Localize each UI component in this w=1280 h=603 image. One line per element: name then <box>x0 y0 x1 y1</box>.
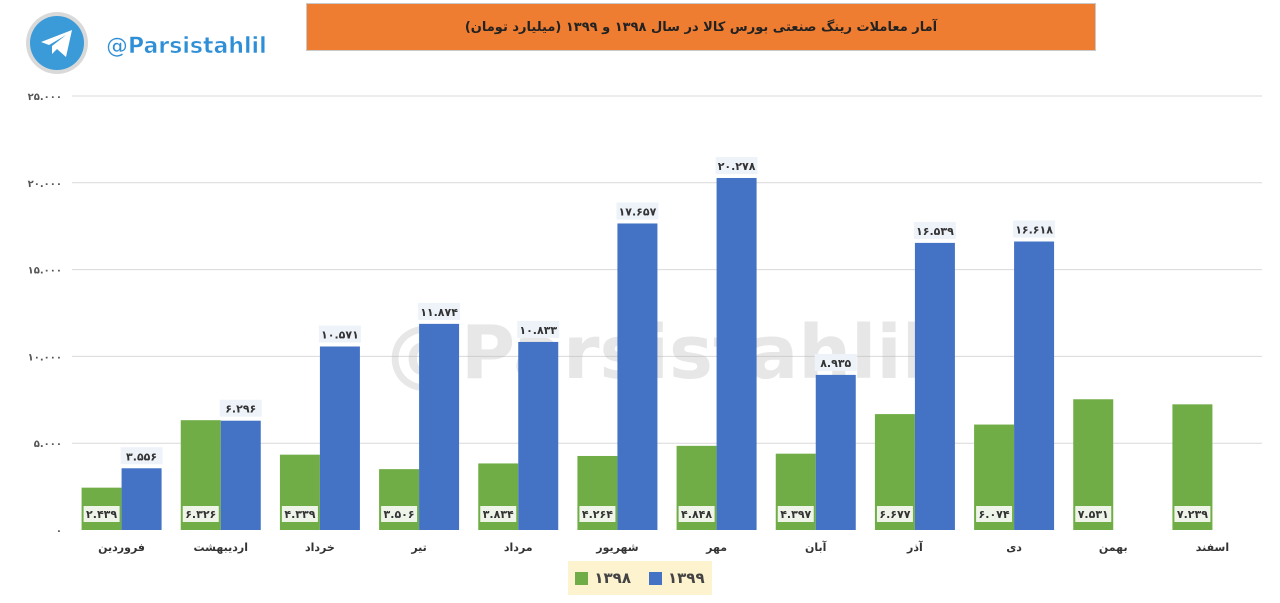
data-label-box <box>715 156 758 174</box>
x-category-label: مهر <box>705 541 727 554</box>
y-tick-label: ۱۰.۰۰۰ <box>28 352 62 363</box>
data-label: ۱۶.۶۱۸ <box>1015 224 1053 237</box>
data-label-box <box>1075 506 1112 522</box>
data-labels: ۲.۴۳۹ ۳.۵۵۶ ۶.۳۲۶ ۶.۲۹۶ ۴.۳۳۹ ۱۰.۵۷۱ ۳.۵۰۶ ۱۱.۸… <box>83 156 1211 522</box>
data-label-box <box>120 447 163 465</box>
data-label: ۱۰.۵۷۱ <box>321 328 359 341</box>
legend-item-1398: ۱۳۹۸ <box>575 569 631 587</box>
data-label: ۶.۳۲۶ <box>185 508 216 521</box>
data-label: ۴.۳۳۹ <box>284 508 315 521</box>
x-category-label: آبان <box>805 540 827 554</box>
data-label: ۴.۳۹۷ <box>780 508 811 521</box>
x-category-label: تیر <box>410 541 426 554</box>
data-label-box <box>381 506 418 522</box>
legend-swatch-1399 <box>649 571 662 585</box>
data-label-box <box>517 320 560 338</box>
data-label: ۳.۵۵۶ <box>126 450 157 463</box>
grid-lines <box>72 95 1262 444</box>
bar-1399 <box>319 346 360 530</box>
x-category-label: آذر <box>906 540 923 554</box>
data-label-box <box>814 353 857 371</box>
legend-label-1399: ۱۳۹۹ <box>668 569 705 587</box>
y-tick-label: ۱۵.۰۰۰ <box>28 266 62 277</box>
data-label: ۴.۲۶۴ <box>582 508 613 521</box>
data-label-box <box>913 221 956 239</box>
x-category-label: اسفند <box>1196 541 1229 554</box>
data-label-box <box>418 302 461 320</box>
x-category-label: بهمن <box>1099 541 1128 554</box>
data-label: ۱۱.۸۷۴ <box>420 306 458 319</box>
data-label-box <box>976 506 1013 522</box>
x-category-label: اردیبهشت <box>194 541 248 554</box>
bar-1399 <box>1014 241 1055 530</box>
data-label: ۳.۸۳۴ <box>483 508 514 521</box>
data-label-box <box>1174 506 1211 522</box>
chart-title: آمار معاملات رینگ صنعتی بورس کالا در سال… <box>464 19 938 35</box>
data-label-box <box>318 325 361 343</box>
data-label: ۴.۸۴۸ <box>681 508 712 521</box>
x-axis-categories: فروردین اردیبهشت خرداد تیر مرداد شهریور مهر آبا… <box>98 540 1229 554</box>
data-label-box <box>281 506 318 522</box>
x-category-label: دی <box>1006 541 1022 554</box>
data-label: ۲.۴۳۹ <box>86 508 117 521</box>
legend: ۱۳۹۸ ۱۳۹۹ <box>568 561 712 595</box>
data-label-box <box>480 506 517 522</box>
data-label: ۶.۶۷۷ <box>879 508 910 521</box>
data-label-box <box>876 506 913 522</box>
data-label: ۷.۵۳۱ <box>1078 508 1109 521</box>
data-label: ۱۶.۵۳۹ <box>916 225 954 238</box>
telegram-plane-icon <box>26 12 88 74</box>
x-category-label: مرداد <box>504 541 533 554</box>
x-category-label: فروردین <box>98 541 145 554</box>
x-category-label: شهریور <box>595 541 638 554</box>
data-label-box <box>83 506 120 522</box>
data-label-box <box>182 506 219 522</box>
data-label: ۷.۲۳۹ <box>1177 508 1208 521</box>
bar-1399 <box>121 468 162 530</box>
channel-logo: @Parsistahlil <box>22 11 272 75</box>
data-label: ۳.۵۰۶ <box>384 508 415 521</box>
bar-1399 <box>419 323 460 530</box>
bar-1399 <box>220 420 261 530</box>
data-label-box <box>678 506 715 522</box>
y-tick-label: ۵.۰۰۰ <box>34 439 62 450</box>
data-label: ۶.۲۹۶ <box>225 403 256 416</box>
bar-1399 <box>815 374 856 530</box>
data-label-box <box>777 506 814 522</box>
bar-1399 <box>518 341 559 530</box>
y-tick-label: ۲۰.۰۰۰ <box>28 179 62 190</box>
data-label-box <box>616 202 659 220</box>
channel-handle: @Parsistahlil <box>106 34 267 59</box>
y-tick-label: ۲۵.۰۰۰ <box>28 92 62 103</box>
bar-1399 <box>617 223 658 530</box>
bar-1399 <box>914 242 955 530</box>
data-label: ۱۰.۸۳۳ <box>519 324 557 337</box>
data-label: ۶.۰۷۴ <box>979 508 1010 521</box>
data-label-box <box>1013 220 1056 238</box>
chart-title-banner: آمار معاملات رینگ صنعتی بورس کالا در سال… <box>306 3 1096 51</box>
data-label: ۲۰.۲۷۸ <box>718 160 756 173</box>
legend-item-1399: ۱۳۹۹ <box>649 569 705 587</box>
data-label: ۱۷.۶۵۷ <box>619 205 657 218</box>
x-category-label: خرداد <box>305 541 335 554</box>
y-axis-ticks: ۰ ۵.۰۰۰ ۱۰.۰۰۰ ۱۵.۰۰۰ ۲۰.۰۰۰ ۲۵.۰۰۰ <box>28 92 62 537</box>
bar-1399 <box>716 177 757 530</box>
data-label-box <box>579 506 616 522</box>
data-label: ۸.۹۳۵ <box>820 357 851 370</box>
y-tick-label: ۰ <box>56 526 62 537</box>
data-label-box <box>219 399 262 417</box>
legend-swatch-1398 <box>575 571 589 585</box>
legend-label-1398: ۱۳۹۸ <box>594 569 631 587</box>
